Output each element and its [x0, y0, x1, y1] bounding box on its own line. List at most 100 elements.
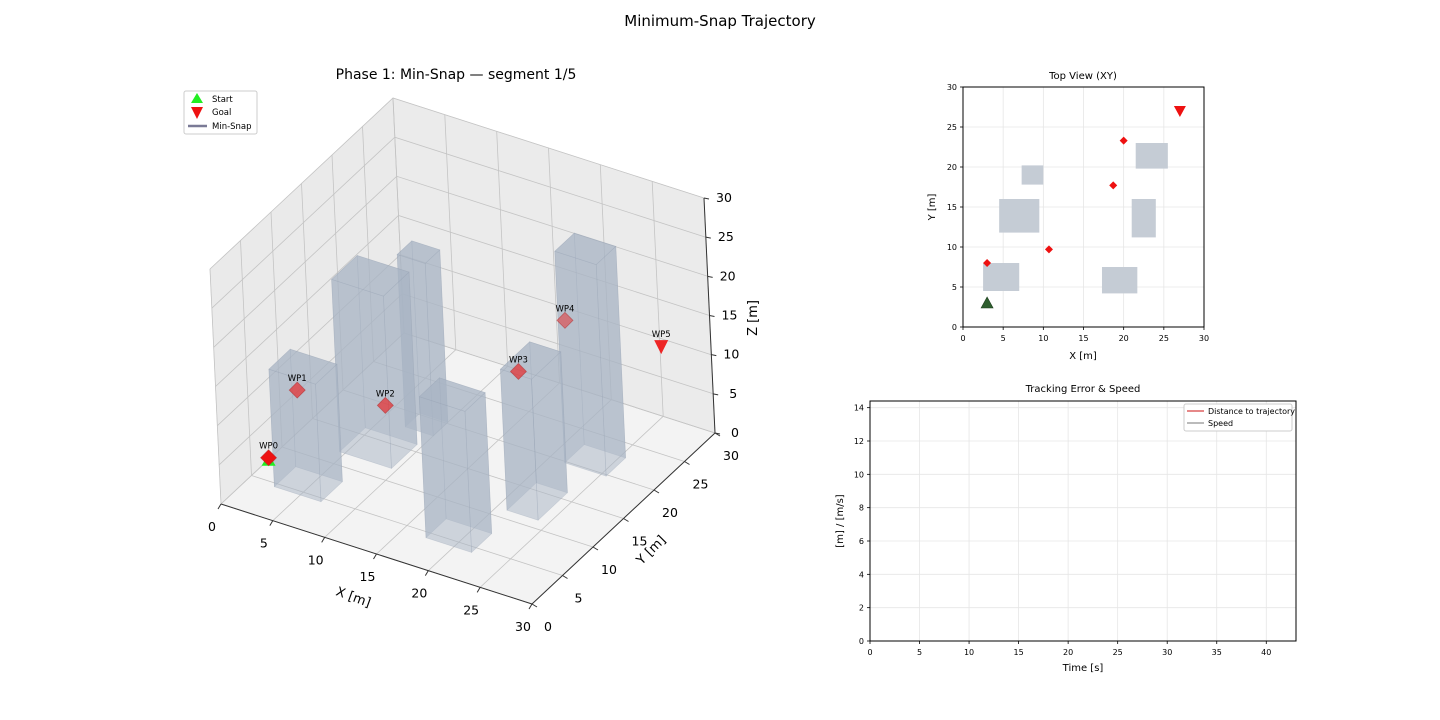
- z-tick-label: 20: [720, 268, 736, 283]
- tracking-frame: [869, 400, 1297, 642]
- topview-start: [980, 296, 994, 309]
- x-tick-label: 30: [515, 619, 531, 634]
- topview-obstacle: [1135, 143, 1168, 169]
- y-tick-label: 0: [544, 619, 552, 634]
- topview-obstacles: [983, 143, 1168, 294]
- x-tick-label: 5: [260, 536, 268, 551]
- z-tick-mark: [714, 432, 721, 435]
- waypoint-marker: [260, 449, 278, 467]
- tracking-y-tick-label: 10: [854, 470, 864, 479]
- tracking-y-tick-label: 2: [859, 604, 864, 613]
- topview-y-tick-label: 20: [947, 163, 957, 172]
- topview-obstacle: [983, 263, 1020, 291]
- obstacle-face: [331, 255, 410, 297]
- topview-waypoint: [983, 259, 992, 267]
- obstacle-face: [418, 377, 486, 412]
- waypoint-label: WP4: [555, 304, 574, 314]
- x-tick-mark: [321, 537, 326, 543]
- x-tick-mark: [269, 520, 274, 526]
- tracking-x-tick-label: 15: [1014, 648, 1024, 657]
- topview-x-tick-label: 5: [1001, 334, 1006, 343]
- obstacle-box: [268, 348, 343, 503]
- y-tick-label: 30: [723, 448, 739, 463]
- tracking-axes: Tracking Error & Speed 0 5 10 15 20 25 30 35 400…: [835, 384, 1297, 674]
- tracking-ticks: 0 5 10 15 20 25 30 35 40 0 2 4 6 8 10 12 14: [854, 404, 1272, 657]
- y-tick-mark: [653, 489, 660, 494]
- y-tick-label: 25: [693, 477, 709, 492]
- tracking-y-tick-label: 8: [859, 504, 864, 513]
- obstacle-box: [554, 232, 626, 477]
- tracking-x-tick-label: 0: [867, 648, 872, 657]
- z-tick-label: 0: [731, 425, 739, 440]
- legend-start-label: Start: [212, 95, 233, 105]
- tracking-y-tick-label: 6: [859, 537, 864, 546]
- y-tick-mark: [562, 575, 568, 579]
- waypoint-label: WP0: [259, 442, 278, 452]
- x-tick-label: 15: [360, 569, 376, 584]
- tracking-x-tick-label: 40: [1261, 648, 1271, 657]
- legend-start-icon: [191, 93, 203, 103]
- tracking-xlabel: Time [s]: [1062, 663, 1104, 674]
- tracking-ylabel: [m] / [m/s]: [835, 494, 846, 547]
- waypoint-label: WP5: [652, 330, 671, 340]
- tracking-legend: Distance to trajectory Speed: [1183, 403, 1295, 432]
- waypoint-marker: [288, 381, 306, 399]
- view3d-obstacles: [268, 232, 626, 554]
- waypoint-label: WP2: [376, 389, 395, 399]
- tracking-title: Tracking Error & Speed: [1025, 384, 1141, 395]
- legend-distance-label: Distance to trajectory: [1208, 407, 1295, 416]
- topview-waypoint: [1109, 181, 1118, 190]
- topview-x-tick-label: 30: [1199, 334, 1209, 343]
- z-tick-mark: [709, 315, 715, 317]
- obstacle-box: [499, 341, 568, 521]
- topview-obstacle: [999, 199, 1040, 233]
- z-tick-mark: [703, 197, 710, 200]
- y-tick-label: 20: [662, 505, 678, 520]
- topview-markers: [980, 106, 1186, 309]
- view3d-legend: Start Goal Min-Snap: [183, 90, 258, 135]
- waypoint-label: WP1: [288, 374, 307, 384]
- obstacle-face: [268, 348, 338, 385]
- tracking-x-tick-label: 35: [1212, 648, 1222, 657]
- legend-minsnap-label: Min-Snap: [212, 122, 252, 132]
- topview-axes: Top View (XY) 0 5 10 15 20 25 30 0 5 10 15 20 25 30 X…: [927, 71, 1209, 362]
- x-tick-label: 20: [411, 586, 427, 601]
- y-tick-mark: [531, 603, 538, 608]
- obstacle-face: [396, 240, 441, 264]
- waypoint-marker: [376, 396, 394, 414]
- topview-y-tick-label: 30: [947, 83, 957, 92]
- topview-y-tick-label: 15: [947, 203, 957, 212]
- view3d-title: Phase 1: Min-Snap — segment 1/5: [336, 67, 577, 83]
- waypoint-label: WP3: [509, 355, 528, 365]
- obstacle-face: [419, 396, 472, 553]
- x-tick-mark: [217, 503, 222, 510]
- grid-z-line: [209, 97, 705, 270]
- z-tick-mark: [705, 236, 711, 239]
- view3d-waypoints: WP0 WP1 WP2 WP3 WP4 WP5: [259, 304, 671, 467]
- tracking-x-tick-label: 20: [1063, 648, 1073, 657]
- tracking-y-tick-label: 14: [854, 404, 864, 413]
- topview-y-tick-label: 0: [952, 323, 957, 332]
- obstacle-box: [418, 377, 493, 554]
- tracking-x-tick-label: 10: [964, 648, 974, 657]
- topview-ticks: 0 5 10 15 20 25 30 0 5 10 15 20 25 30: [947, 83, 1209, 343]
- waypoint-marker: [556, 311, 574, 329]
- topview-ylabel: Y [m]: [927, 193, 938, 221]
- z-tick-mark: [711, 354, 717, 357]
- tracking-y-tick-label: 4: [859, 570, 864, 579]
- figure-suptitle: Minimum-Snap Trajectory: [624, 12, 816, 30]
- topview-obstacle: [1021, 165, 1044, 185]
- tracking-x-tick-label: 5: [917, 648, 922, 657]
- topview-obstacle: [1101, 267, 1138, 294]
- y-tick-label: 5: [575, 591, 583, 606]
- x-tick-mark: [476, 587, 481, 593]
- topview-x-tick-label: 15: [1078, 334, 1088, 343]
- topview-obstacle: [1131, 199, 1156, 238]
- z-tick-mark: [713, 393, 719, 396]
- topview-y-tick-label: 10: [947, 243, 957, 252]
- view3d-tick-labels: 0 5 10 15 20 25 30 0 5 10 15 20 25 30 0 5 10 15 20 25 30: [208, 190, 739, 634]
- z-tick-mark: [707, 275, 713, 278]
- topview-waypoint: [1119, 136, 1128, 145]
- topview-y-tick-label: 25: [947, 123, 957, 132]
